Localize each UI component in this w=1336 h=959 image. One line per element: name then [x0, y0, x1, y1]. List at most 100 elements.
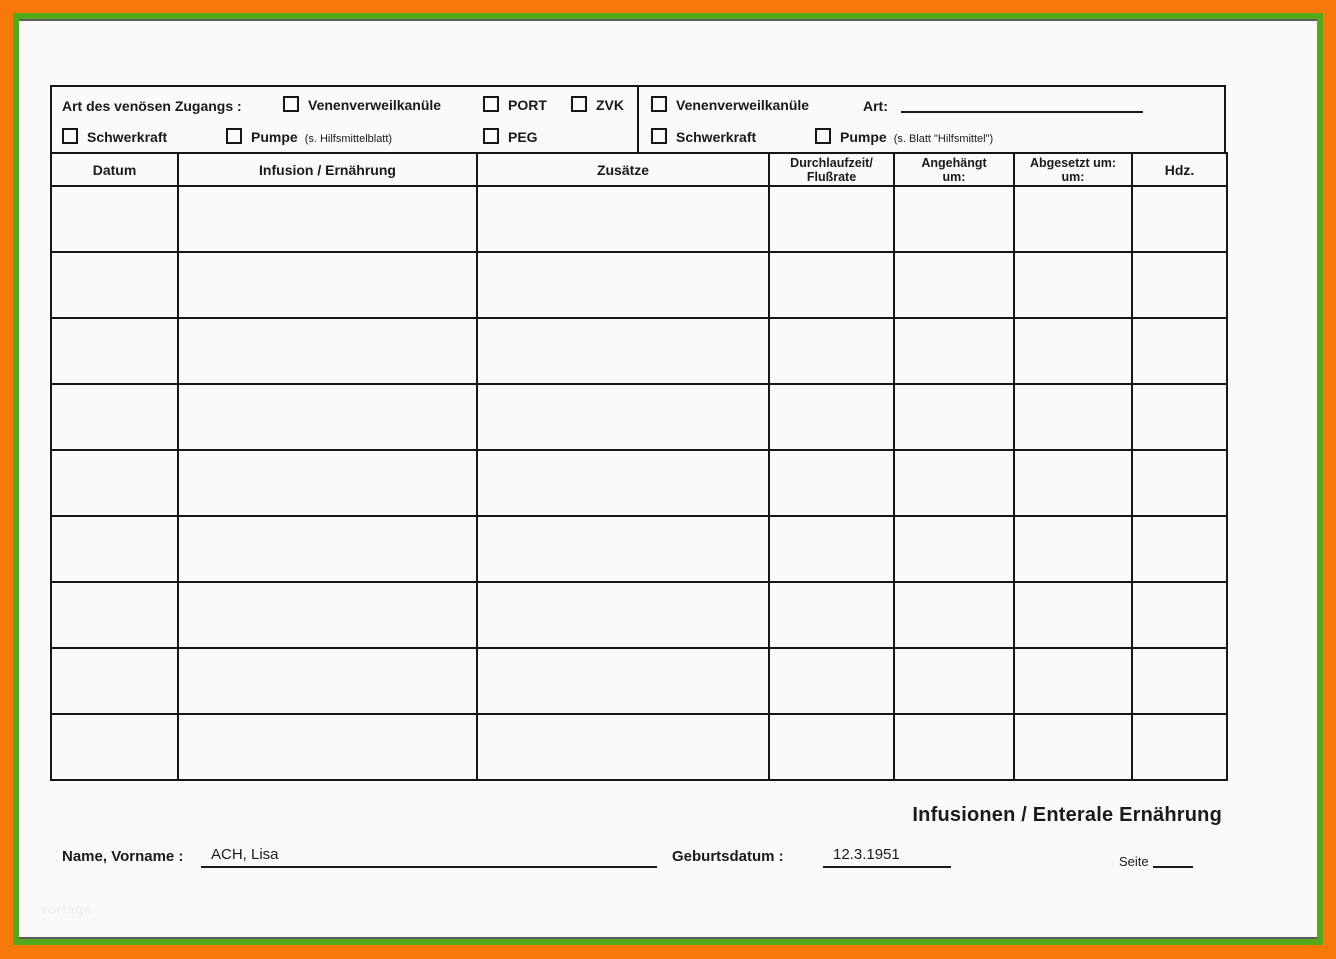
table-cell[interactable] — [177, 383, 478, 451]
table-cell[interactable] — [177, 185, 478, 253]
column-header-line2: um: — [942, 169, 966, 184]
table-cell[interactable] — [768, 581, 895, 649]
venenverweilkanuele-checkbox[interactable] — [283, 96, 299, 112]
checkbox-label: Schwerkraft — [676, 129, 757, 145]
table-cell[interactable] — [893, 185, 1015, 253]
table-cell[interactable] — [476, 515, 770, 583]
table-cell[interactable] — [768, 251, 895, 319]
table-cell[interactable] — [50, 647, 179, 715]
table-cell[interactable] — [893, 713, 1015, 781]
art-fill-line[interactable] — [901, 94, 1143, 113]
table-cell[interactable] — [893, 647, 1015, 715]
table-cell[interactable] — [1131, 581, 1228, 649]
entries-table: Datum Infusion / Ernährung Zusätze Durch… — [50, 152, 1228, 781]
schwerkraft-checkbox[interactable] — [651, 128, 667, 144]
table-cell[interactable] — [177, 317, 478, 385]
table-cell[interactable] — [177, 581, 478, 649]
table-header-row: Datum Infusion / Ernährung Zusätze Durch… — [50, 152, 1228, 187]
table-cell[interactable] — [1131, 383, 1228, 451]
table-cell[interactable] — [1013, 581, 1133, 649]
table-cell[interactable] — [177, 647, 478, 715]
table-cell[interactable] — [1013, 449, 1133, 517]
table-cell[interactable] — [476, 317, 770, 385]
access-panel-right: Venenverweilkanüle Art: Schwerkraft Pump… — [637, 87, 1224, 152]
table-cell[interactable] — [50, 713, 179, 781]
table-row — [50, 383, 1228, 451]
table-cell[interactable] — [893, 317, 1015, 385]
table-cell[interactable] — [768, 713, 895, 781]
column-header-line1: Angehängt — [921, 155, 987, 170]
table-cell[interactable] — [1013, 251, 1133, 319]
pumpe-note: (s. Blatt "Hilfsmittel") — [893, 133, 994, 145]
table-cell[interactable] — [1013, 647, 1133, 715]
table-cell[interactable] — [893, 515, 1015, 583]
table-cell[interactable] — [177, 515, 478, 583]
dob-field[interactable]: 12.3.1951 — [823, 844, 951, 868]
table-cell[interactable] — [893, 581, 1015, 649]
table-cell[interactable] — [50, 317, 179, 385]
page-number-field[interactable] — [1153, 852, 1193, 868]
table-cell[interactable] — [1131, 251, 1228, 319]
port-checkbox[interactable] — [483, 96, 499, 112]
checkbox-label: PORT — [508, 97, 547, 113]
table-cell[interactable] — [768, 449, 895, 517]
watermark: vorlage — [40, 901, 93, 917]
table-cell[interactable] — [1013, 383, 1133, 451]
table-cell[interactable] — [50, 581, 179, 649]
table-cell[interactable] — [1013, 713, 1133, 781]
peg-checkbox[interactable] — [483, 128, 499, 144]
table-cell[interactable] — [476, 713, 770, 781]
table-cell[interactable] — [1131, 713, 1228, 781]
table-cell[interactable] — [768, 185, 895, 253]
pumpe-checkbox[interactable] — [815, 128, 831, 144]
checkbox-group-schwerkraft-left: Schwerkraft — [62, 128, 167, 147]
column-header-line2: um: — [1061, 169, 1085, 184]
table-cell[interactable] — [177, 713, 478, 781]
table-cell[interactable] — [476, 647, 770, 715]
table-cell[interactable] — [1131, 515, 1228, 583]
table-cell[interactable] — [768, 383, 895, 451]
table-cell[interactable] — [50, 251, 179, 319]
table-row — [50, 581, 1228, 649]
column-header-durchlaufzeit-flussrate: Durchlaufzeit/ Flußrate — [768, 152, 895, 187]
table-cell[interactable] — [50, 383, 179, 451]
checkbox-group-venenverweilkanuele-right: Venenverweilkanüle — [651, 96, 809, 115]
pumpe-checkbox[interactable] — [226, 128, 242, 144]
table-cell[interactable] — [1013, 317, 1133, 385]
table-cell[interactable] — [893, 383, 1015, 451]
venenverweilkanuele-checkbox[interactable] — [651, 96, 667, 112]
table-cell[interactable] — [476, 185, 770, 253]
table-cell[interactable] — [768, 647, 895, 715]
table-cell[interactable] — [50, 449, 179, 517]
table-cell[interactable] — [476, 449, 770, 517]
table-cell[interactable] — [1013, 515, 1133, 583]
table-cell[interactable] — [476, 251, 770, 319]
zvk-checkbox[interactable] — [571, 96, 587, 112]
name-field[interactable]: ACH, Lisa — [201, 844, 657, 868]
column-header-line2: Flußrate — [806, 169, 857, 184]
table-cell[interactable] — [1013, 185, 1133, 253]
checkbox-label: Venenverweilkanüle — [676, 97, 810, 113]
table-cell[interactable] — [50, 185, 179, 253]
table-cell[interactable] — [893, 251, 1015, 319]
table-row — [50, 647, 1228, 715]
table-cell[interactable] — [1131, 317, 1228, 385]
pumpe-note: (s. Hilfsmittelblatt) — [304, 133, 393, 145]
access-panel-title: Art des venösen Zugangs : — [62, 98, 242, 114]
table-cell[interactable] — [768, 317, 895, 385]
dob-label: Geburtsdatum : — [672, 848, 784, 865]
table-cell[interactable] — [1131, 449, 1228, 517]
table-cell[interactable] — [1131, 647, 1228, 715]
table-cell[interactable] — [177, 449, 478, 517]
table-cell[interactable] — [768, 515, 895, 583]
table-cell[interactable] — [1131, 185, 1228, 253]
table-cell[interactable] — [476, 383, 770, 451]
table-cell[interactable] — [177, 251, 478, 319]
table-cell[interactable] — [893, 449, 1015, 517]
checkbox-label: Schwerkraft — [87, 129, 168, 145]
schwerkraft-checkbox[interactable] — [62, 128, 78, 144]
table-cell[interactable] — [50, 515, 179, 583]
column-header-hdz: Hdz. — [1131, 152, 1228, 187]
table-cell[interactable] — [476, 581, 770, 649]
